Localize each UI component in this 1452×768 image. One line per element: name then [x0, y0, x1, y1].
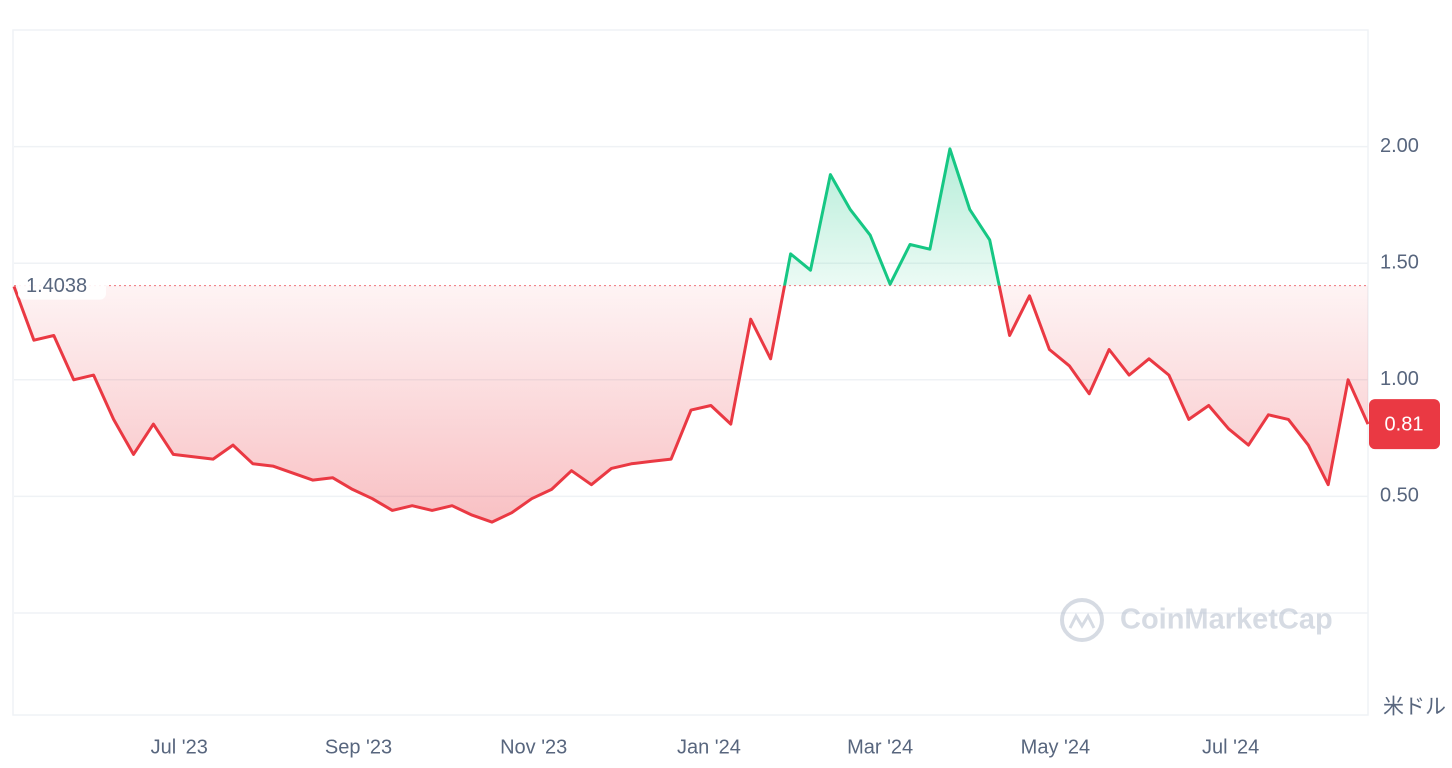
x-tick-label: Mar '24 — [847, 736, 913, 758]
x-tick-label: Sep '23 — [325, 736, 392, 758]
x-tick-label: May '24 — [1021, 736, 1090, 758]
y-tick-label: 1.50 — [1380, 251, 1419, 273]
x-tick-label: Jul '23 — [151, 736, 208, 758]
baseline-label: 1.4038 — [26, 275, 87, 297]
x-tick-label: Jul '24 — [1202, 736, 1259, 758]
price-tag-bg — [1369, 399, 1440, 450]
area-up — [784, 148, 1000, 286]
x-tick-label: Nov '23 — [500, 736, 567, 758]
currency-label: 米ドル — [1383, 696, 1446, 719]
watermark: CoinMarketCap — [1060, 598, 1333, 642]
y-tick-label: 2.00 — [1380, 135, 1419, 157]
area-down — [14, 285, 1368, 523]
y-tick-label: 1.00 — [1380, 368, 1419, 390]
price-tag: 0.81 — [1385, 413, 1424, 435]
y-tick-label: 0.50 — [1380, 485, 1419, 507]
baseline-label-bg — [18, 271, 106, 300]
price-line-down — [12, 285, 1370, 524]
x-tick-label: Jan '24 — [677, 736, 741, 758]
watermark-text: CoinMarketCap — [1120, 604, 1333, 636]
